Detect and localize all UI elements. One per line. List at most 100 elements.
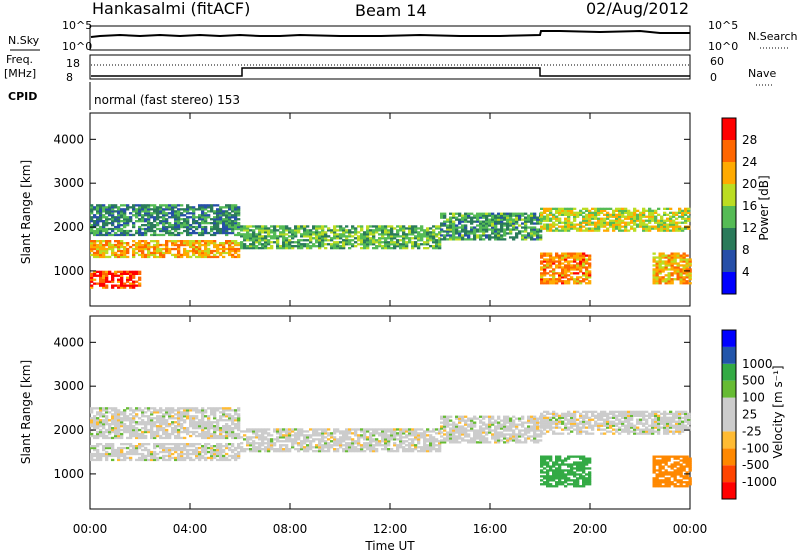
power-cell (482, 224, 486, 227)
velocity-cell (509, 425, 513, 428)
velocity-cell (213, 454, 217, 458)
velocity-cell (414, 436, 418, 439)
velocity-cell (276, 428, 280, 431)
power-cell (655, 270, 659, 273)
velocity-cell (162, 454, 166, 458)
power-cell (213, 249, 217, 253)
power-cell (497, 238, 501, 241)
power-cell (153, 218, 157, 221)
power-cell (530, 220, 534, 223)
velocity-cell (546, 412, 550, 415)
power-cell (675, 229, 679, 232)
power-cell (243, 225, 247, 228)
power-cell (543, 282, 547, 285)
power-cell (222, 251, 226, 255)
velocity-cell (243, 448, 247, 451)
power-cell (303, 233, 307, 236)
velocity-cell (246, 430, 250, 433)
power-cell (141, 233, 145, 237)
velocity-cell (524, 433, 528, 436)
velocity-cell (162, 419, 166, 422)
power-cell (393, 247, 397, 250)
power-cell (174, 218, 178, 221)
power-cell (657, 223, 661, 226)
power-cell (105, 278, 109, 281)
velocity-cell (579, 420, 583, 423)
velocity-cell (219, 428, 223, 432)
velocity-cell (506, 425, 510, 428)
power-cell (168, 222, 172, 225)
power-cell (366, 235, 370, 238)
velocity-cell (533, 433, 537, 436)
power-cell (558, 256, 562, 259)
power-cell (114, 284, 118, 287)
velocity-cell (192, 421, 196, 424)
velocity-cell (440, 425, 444, 428)
power-cell (648, 213, 652, 216)
power-cell (339, 227, 343, 230)
velocity-cell (423, 434, 427, 437)
velocity-cell (93, 458, 97, 462)
power-cell (309, 247, 313, 250)
velocity-cell (318, 440, 322, 443)
power-cell (567, 264, 571, 267)
velocity-cell (156, 432, 160, 436)
power-cell (540, 274, 544, 277)
velocity-cell (375, 428, 379, 431)
power-cell (342, 231, 346, 234)
velocity-cell (594, 416, 598, 419)
velocity-cell (506, 429, 510, 432)
velocity-cell (467, 439, 471, 442)
power-cell (579, 282, 583, 285)
velocity-cell (423, 436, 427, 439)
power-cell (630, 213, 634, 216)
power-cell (676, 272, 680, 275)
velocity-cell (171, 407, 175, 410)
velocity-cell (231, 434, 235, 438)
power-cell (189, 208, 193, 211)
velocity-cell (521, 423, 525, 426)
power-cell (234, 255, 238, 259)
power-cell (183, 220, 187, 223)
velocity-cell (177, 411, 181, 414)
power-cell (165, 249, 169, 253)
velocity-cell (500, 435, 504, 438)
power-cell (345, 237, 349, 240)
power-cell (213, 227, 217, 231)
power-cell (264, 229, 268, 232)
velocity-cell (201, 446, 205, 450)
velocity-cell (180, 423, 184, 426)
velocity-cell (297, 448, 301, 451)
velocity-cell (252, 436, 256, 439)
velocity-cell (105, 409, 109, 412)
power-cell (243, 243, 247, 246)
velocity-cell (126, 430, 130, 434)
power-cell (414, 235, 418, 238)
power-cell (117, 278, 121, 281)
power-cell (488, 214, 492, 217)
velocity-cell (393, 436, 397, 439)
power-cell (651, 213, 655, 216)
power-cell (458, 236, 462, 239)
power-cell (147, 249, 151, 253)
power-cell (159, 204, 163, 207)
velocity-cell (273, 428, 277, 431)
velocity-cell (609, 422, 613, 425)
velocity-cell (198, 443, 202, 446)
power-cell (138, 227, 142, 231)
velocity-cell (171, 446, 175, 450)
power-cell (114, 233, 118, 237)
power-cell (135, 247, 139, 251)
power-cell (108, 243, 112, 247)
velocity-cell (279, 430, 283, 433)
power-cell (195, 222, 199, 225)
power-cell (494, 220, 498, 223)
power-cell (234, 206, 238, 209)
power-cell (446, 224, 450, 227)
velocity-cell (258, 436, 262, 439)
power-cell (461, 238, 465, 241)
velocity-cell (549, 418, 553, 421)
velocity-cell (180, 417, 184, 420)
velocity-cell (120, 454, 124, 458)
